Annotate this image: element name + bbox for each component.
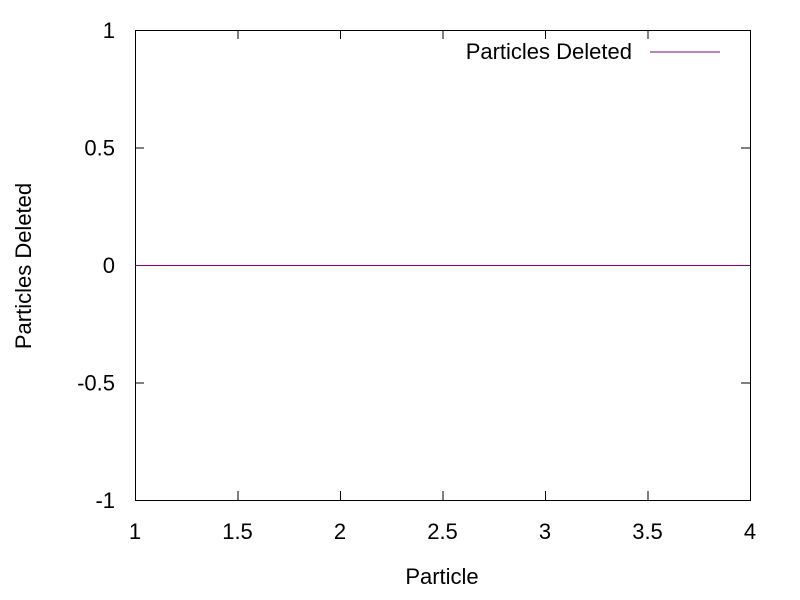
x-tick-label: 3 [539,519,551,544]
y-tick-label: 0.5 [84,136,115,161]
legend-label: Particles Deleted [466,39,632,64]
x-tick-label: 2.5 [427,519,458,544]
x-tick-labels: 1 1.5 2 2.5 3 3.5 4 [129,519,756,544]
x-tick-label: 1.5 [222,519,253,544]
y-tick-label: -1 [95,488,115,513]
x-tick-label: 4 [744,519,756,544]
y-tick-labels: 1 0.5 0 -0.5 -1 [77,18,115,513]
x-tick-label: 2 [334,519,346,544]
legend: Particles Deleted [466,39,720,64]
y-tick-label: 1 [103,18,115,43]
y-tick-label: 0 [103,253,115,278]
y-tick-label: -0.5 [77,371,115,396]
x-tick-label: 3.5 [632,519,663,544]
x-axis-title: Particle [405,564,478,589]
tick-marks [135,30,751,501]
x-tick-label: 1 [129,519,141,544]
y-axis-title: Particles Deleted [11,183,36,349]
